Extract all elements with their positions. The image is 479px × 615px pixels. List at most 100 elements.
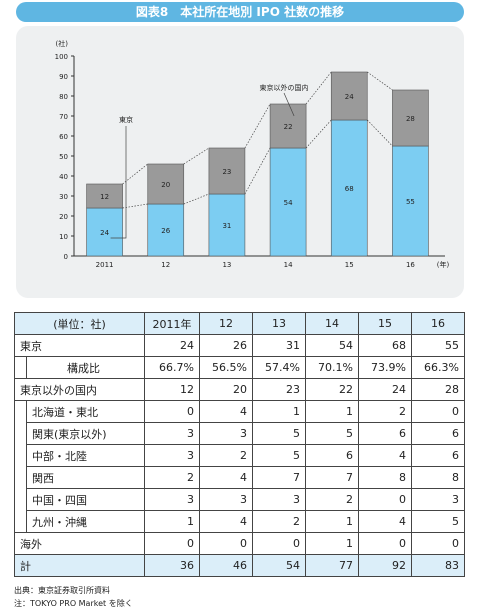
y-tick-label: 50 (59, 153, 68, 161)
table-row: 東京 24 26 31 54 68 55 (14, 334, 465, 357)
connector-total (122, 163, 148, 185)
table-row: 関西 2 4 7 7 8 8 (14, 466, 465, 489)
table-cell: 8 (358, 466, 412, 489)
bar-other-domestic (392, 89, 429, 147)
bar-label-other: 12 (100, 193, 109, 201)
table-cell: 92 (358, 554, 412, 577)
bar-label-other: 20 (161, 181, 170, 189)
connector-total (367, 71, 393, 91)
table-cell: 3 (252, 488, 306, 511)
table-cell: 6 (411, 422, 465, 445)
table-cell: 7 (252, 466, 306, 489)
table-cell: 73.9% (358, 356, 412, 379)
table-cell: 0 (144, 400, 200, 423)
table-cell: 3 (144, 422, 200, 445)
table-cell: 1 (305, 532, 359, 555)
table-cell: 23 (252, 378, 306, 401)
bar-label-other: 22 (284, 123, 293, 131)
year-header: 12 (199, 312, 253, 335)
table-cell: 5 (305, 422, 359, 445)
table-cell: 24 (358, 378, 412, 401)
row-label: 関東(東京以外) (26, 422, 145, 445)
row-label: 九州・沖縄 (26, 510, 145, 533)
indent-cell (14, 488, 27, 511)
table-cell: 1 (305, 510, 359, 533)
table-cell: 2 (305, 488, 359, 511)
table-cell: 0 (358, 488, 412, 511)
table-cell: 24 (144, 334, 200, 357)
table-cell: 54 (305, 334, 359, 357)
x-tick-label: 15 (345, 261, 354, 269)
y-tick-label: 60 (59, 133, 68, 141)
table-cell: 77 (305, 554, 359, 577)
y-tick-label: 20 (59, 213, 68, 221)
table-cell: 2 (358, 400, 412, 423)
table-cell: 66.3% (411, 356, 465, 379)
row-label: 北海道・東北 (26, 400, 145, 423)
bar-label-tokyo: 55 (406, 198, 415, 206)
table-cell: 4 (199, 400, 253, 423)
year-header: 13 (252, 312, 306, 335)
table-cell: 0 (411, 400, 465, 423)
table-cell: 4 (358, 510, 412, 533)
bar-other-domestic (269, 103, 307, 149)
indent-cell (14, 444, 27, 467)
bar-label-tokyo: 26 (161, 227, 170, 235)
table-cell: 6 (305, 444, 359, 467)
table-cell: 0 (411, 532, 465, 555)
table-cell: 26 (199, 334, 253, 357)
table-cell: 70.1% (305, 356, 359, 379)
connector-total (305, 71, 332, 105)
bar-other-domestic (147, 163, 185, 205)
row-label: 中部・北陸 (26, 444, 145, 467)
row-label: 海外 (14, 532, 145, 555)
table-cell: 0 (144, 532, 200, 555)
indent-cell (14, 422, 27, 445)
figure-title: 図表8 本社所在地別 IPO 社数の推移 (16, 2, 464, 22)
table-cell: 4 (199, 510, 253, 533)
table-row: 北海道・東北 0 4 1 1 2 0 (14, 400, 465, 423)
table-cell: 0 (252, 532, 306, 555)
table-cell: 3 (199, 488, 253, 511)
footnotes: 出典：東京証券取引所資料 注：TOKYO PRO Market を除く (14, 584, 133, 610)
connector-tokyo (366, 119, 393, 147)
table-cell: 0 (199, 532, 253, 555)
table-cell: 5 (252, 444, 306, 467)
bar-label-tokyo: 31 (222, 222, 231, 230)
table-cell: 36 (144, 554, 200, 577)
table-cell: 5 (252, 422, 306, 445)
table-cell: 2 (252, 510, 306, 533)
y-tick-label: 70 (59, 113, 68, 121)
y-tick-label: 30 (59, 193, 68, 201)
ipo-data-table: (単位：社) 2011年 12 13 14 15 16 東京 24 26 31 54 68… (14, 312, 465, 577)
y-tick-label: 90 (59, 73, 68, 81)
table-cell: 7 (305, 466, 359, 489)
table-cell: 22 (305, 378, 359, 401)
indent-cell (14, 466, 27, 489)
table-cell: 46 (199, 554, 253, 577)
table-row: 中国・四国 3 3 3 2 0 3 (14, 488, 465, 511)
indent-cell (14, 510, 27, 533)
exclusion-note: 注：TOKYO PRO Market を除く (14, 599, 133, 608)
bar-tokyo (330, 119, 368, 257)
table-cell: 4 (199, 466, 253, 489)
connector-total (244, 103, 271, 149)
table-cell: 3 (144, 444, 200, 467)
table-header-row: (単位：社) 2011年 12 13 14 15 16 (14, 312, 465, 335)
bar-tokyo (208, 193, 246, 257)
table-cell: 57.4% (252, 356, 306, 379)
year-header: 14 (305, 312, 359, 335)
bar-other-domestic (86, 183, 123, 209)
bar-label-tokyo: 54 (284, 199, 293, 207)
connector-total (183, 147, 210, 165)
bar-other-domestic (330, 71, 368, 121)
unit-header: (単位：社) (14, 312, 145, 335)
table-cell: 54 (252, 554, 306, 577)
table-cell: 8 (411, 466, 465, 489)
y-tick-label: 40 (59, 173, 68, 181)
x-tick-label: 2011 (96, 261, 114, 269)
y-tick-label: 80 (59, 93, 68, 101)
bar-tokyo (147, 203, 185, 257)
table-row: 東京以外の国内 12 20 23 22 24 28 (14, 378, 465, 401)
y-axis-label: (社) (56, 39, 69, 48)
